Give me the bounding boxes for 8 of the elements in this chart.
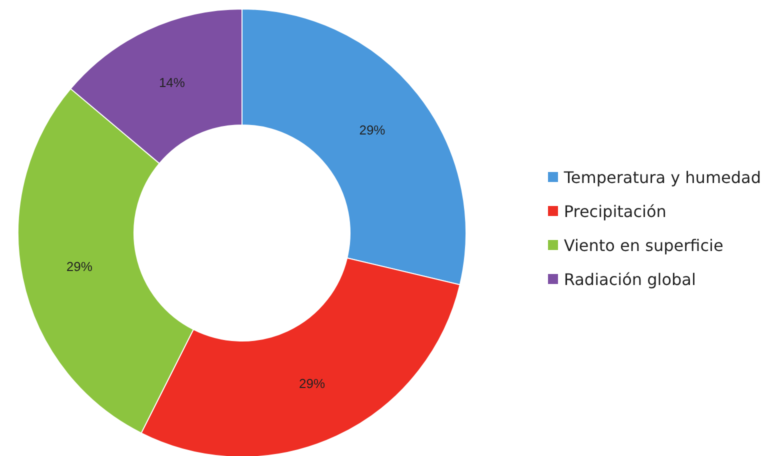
legend-label: Radiación global (564, 270, 696, 288)
data-label: 29% (359, 122, 386, 138)
legend-label: Precipitación (564, 202, 666, 220)
data-label: 29% (299, 376, 326, 392)
data-label: 29% (66, 258, 93, 274)
legend-label: Viento en superficie (564, 236, 724, 254)
data-label: 14% (158, 74, 186, 90)
legend-label: Temperatura y humedad (564, 168, 761, 186)
